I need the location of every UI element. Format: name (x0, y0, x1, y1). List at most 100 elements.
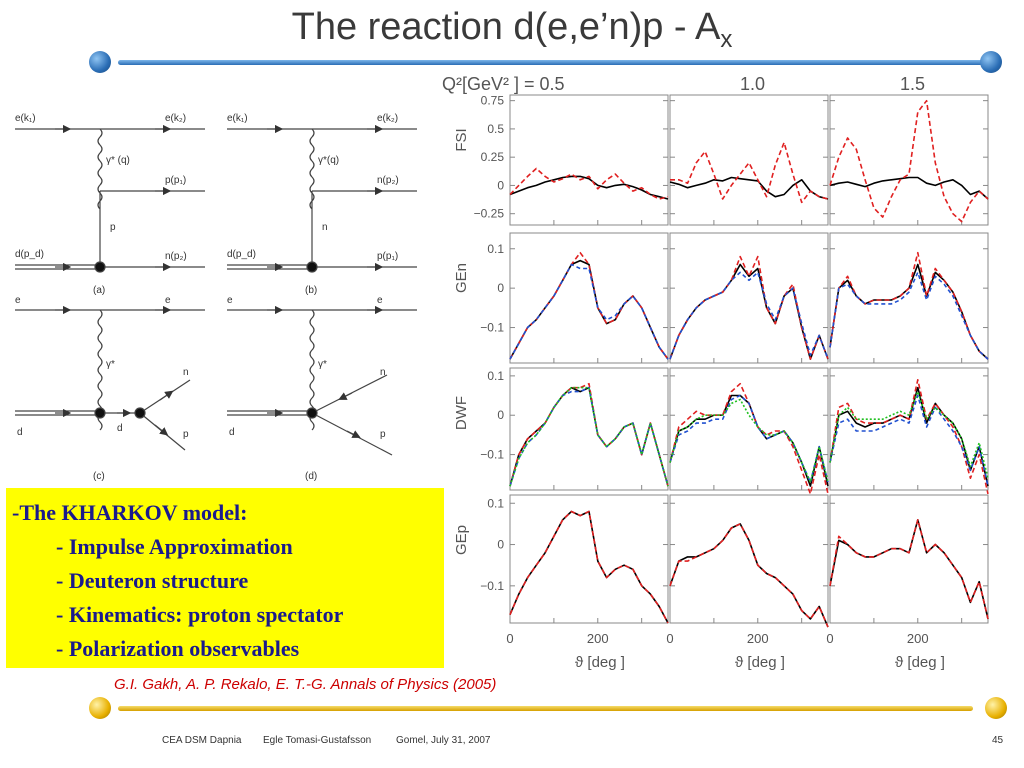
chart-column-label-1: 1.0 (740, 74, 765, 94)
diag-b-exchange: n (322, 222, 328, 233)
diag-b-in-e: e(k₁) (227, 113, 248, 124)
panel-frame (829, 94, 989, 226)
diag-b-out-e: e(k₂) (377, 113, 398, 124)
panel-frame (669, 367, 829, 491)
series-line-3 (669, 398, 829, 483)
panel-frame (509, 94, 669, 226)
y-tick-label: −0.25 (474, 207, 505, 221)
y-tick-label: 0 (497, 281, 504, 295)
series-line-0 (669, 523, 829, 628)
x-tick-label: 0 (826, 631, 833, 646)
series-line-0 (509, 259, 669, 360)
kharkov-title: -The KHARKOV model: (12, 500, 248, 525)
series-line-0 (509, 510, 669, 624)
diag-b-deuteron: d(p_d) (227, 249, 256, 260)
diag-c-photon: γ* (106, 359, 115, 370)
series-line-0 (829, 176, 989, 200)
y-tick-label: 0 (497, 408, 504, 422)
chart-header-label: Q²[GeV² ] = 0.5 (442, 74, 565, 94)
footer-author: Egle Tomasi-Gustafsson (263, 735, 372, 746)
top-divider (118, 60, 988, 65)
panel-frame (669, 494, 829, 624)
panel-frame (829, 367, 989, 491)
series-line-1 (509, 510, 669, 624)
series-line-3 (509, 386, 669, 487)
diag-c-out-p: p (183, 429, 189, 440)
panel-frame (509, 494, 669, 624)
x-axis-label: ϑ [deg ] (735, 654, 785, 671)
top-right-ornament (980, 51, 1002, 73)
diag-d-out-p: p (380, 429, 386, 440)
kharkov-model-box: -The KHARKOV model: - Impulse Approximat… (6, 488, 444, 668)
diagram-c (15, 305, 205, 451)
diag-a-out-top: p(p₁) (165, 175, 186, 186)
diag-c-out-e: e (165, 295, 171, 306)
y-tick-label: −0.1 (480, 321, 504, 335)
series-line-0 (669, 394, 829, 487)
row-label-fsi: FSI (453, 128, 470, 151)
feynman-diagrams: e(k₁) e(k₂) γ* (q) p(p₁) p d(p_d) n(p₂) … (15, 113, 417, 482)
diag-d-photon: γ* (318, 359, 327, 370)
diag-c-in-d: d (17, 427, 23, 438)
series-line-1 (670, 141, 829, 204)
series-line-1 (829, 518, 989, 620)
y-tick-label: 0.1 (487, 369, 504, 383)
series-line-0 (829, 386, 989, 487)
diag-d-out-e: e (377, 295, 383, 306)
series-line-0 (669, 263, 829, 360)
series-line-1 (509, 382, 669, 487)
diag-b-out-bottom: p(p₁) (377, 251, 398, 262)
diag-d-in-e: e (227, 295, 233, 306)
row-label-dwf: DWF (453, 396, 470, 430)
y-tick-label: −0.1 (480, 448, 504, 462)
citation: G.I. Gakh, A. P. Rekalo, E. T.-G. Annals… (114, 676, 497, 693)
series-line-0 (509, 175, 669, 200)
y-tick-label: 0 (497, 178, 504, 192)
diagram-d (227, 305, 417, 456)
series-line-3 (829, 390, 989, 479)
series-line-1 (669, 382, 829, 495)
series-line-2 (509, 386, 669, 487)
y-tick-label: 0.1 (487, 242, 504, 256)
diag-a-photon: γ* (q) (106, 155, 130, 166)
panel-frame (829, 494, 989, 624)
panel-frame (509, 367, 669, 491)
diag-a-exchange: p (110, 222, 116, 233)
diag-d-in-d: d (229, 427, 235, 438)
x-tick-label: 0 (666, 631, 673, 646)
polarization-chart: Q²[GeV² ] = 0.5 1.0 1.5 FSI 0.75 0.5 0.25 0 −0.2… (442, 74, 989, 671)
series-line-1 (829, 99, 989, 223)
page-number: 45 (992, 735, 1004, 746)
top-left-ornament (89, 51, 111, 73)
diag-a-deuteron: d(p_d) (15, 249, 44, 260)
series-line-2 (829, 271, 989, 360)
row-label-gep: GEp (453, 525, 470, 555)
series-line-1 (669, 255, 829, 360)
diag-c-out-n: n (183, 367, 189, 378)
diag-b-photon: γ*(q) (318, 155, 339, 166)
series-line-0 (829, 518, 989, 620)
series-line-2 (829, 394, 989, 487)
series-line-1 (509, 251, 669, 360)
series-line-0 (829, 263, 989, 360)
y-tick-label: 0.1 (487, 496, 504, 510)
y-tick-label: 0.75 (481, 94, 505, 108)
diag-c-mid-d: d (117, 423, 123, 434)
kharkov-item-2: - Deuteron structure (56, 568, 249, 593)
diagram-b (227, 124, 417, 273)
series-line-0 (669, 176, 829, 200)
y-tick-label: 0 (497, 538, 504, 552)
x-tick-label: 200 (587, 631, 609, 646)
kharkov-item-1: - Impulse Approximation (56, 534, 293, 559)
diag-d-caption: (d) (305, 471, 317, 482)
footer-org: CEA DSM Dapnia (162, 735, 242, 746)
y-tick-label: 0.5 (487, 122, 504, 136)
bottom-right-ornament (985, 697, 1007, 719)
series-line-2 (669, 271, 829, 360)
x-axis-label: ϑ [deg ] (575, 654, 625, 671)
diag-a-out-bottom: n(p₂) (165, 251, 187, 262)
x-tick-label: 0 (506, 631, 513, 646)
y-tick-label: −0.1 (480, 579, 504, 593)
diagram-a (15, 124, 205, 273)
panel-frame (829, 232, 989, 364)
